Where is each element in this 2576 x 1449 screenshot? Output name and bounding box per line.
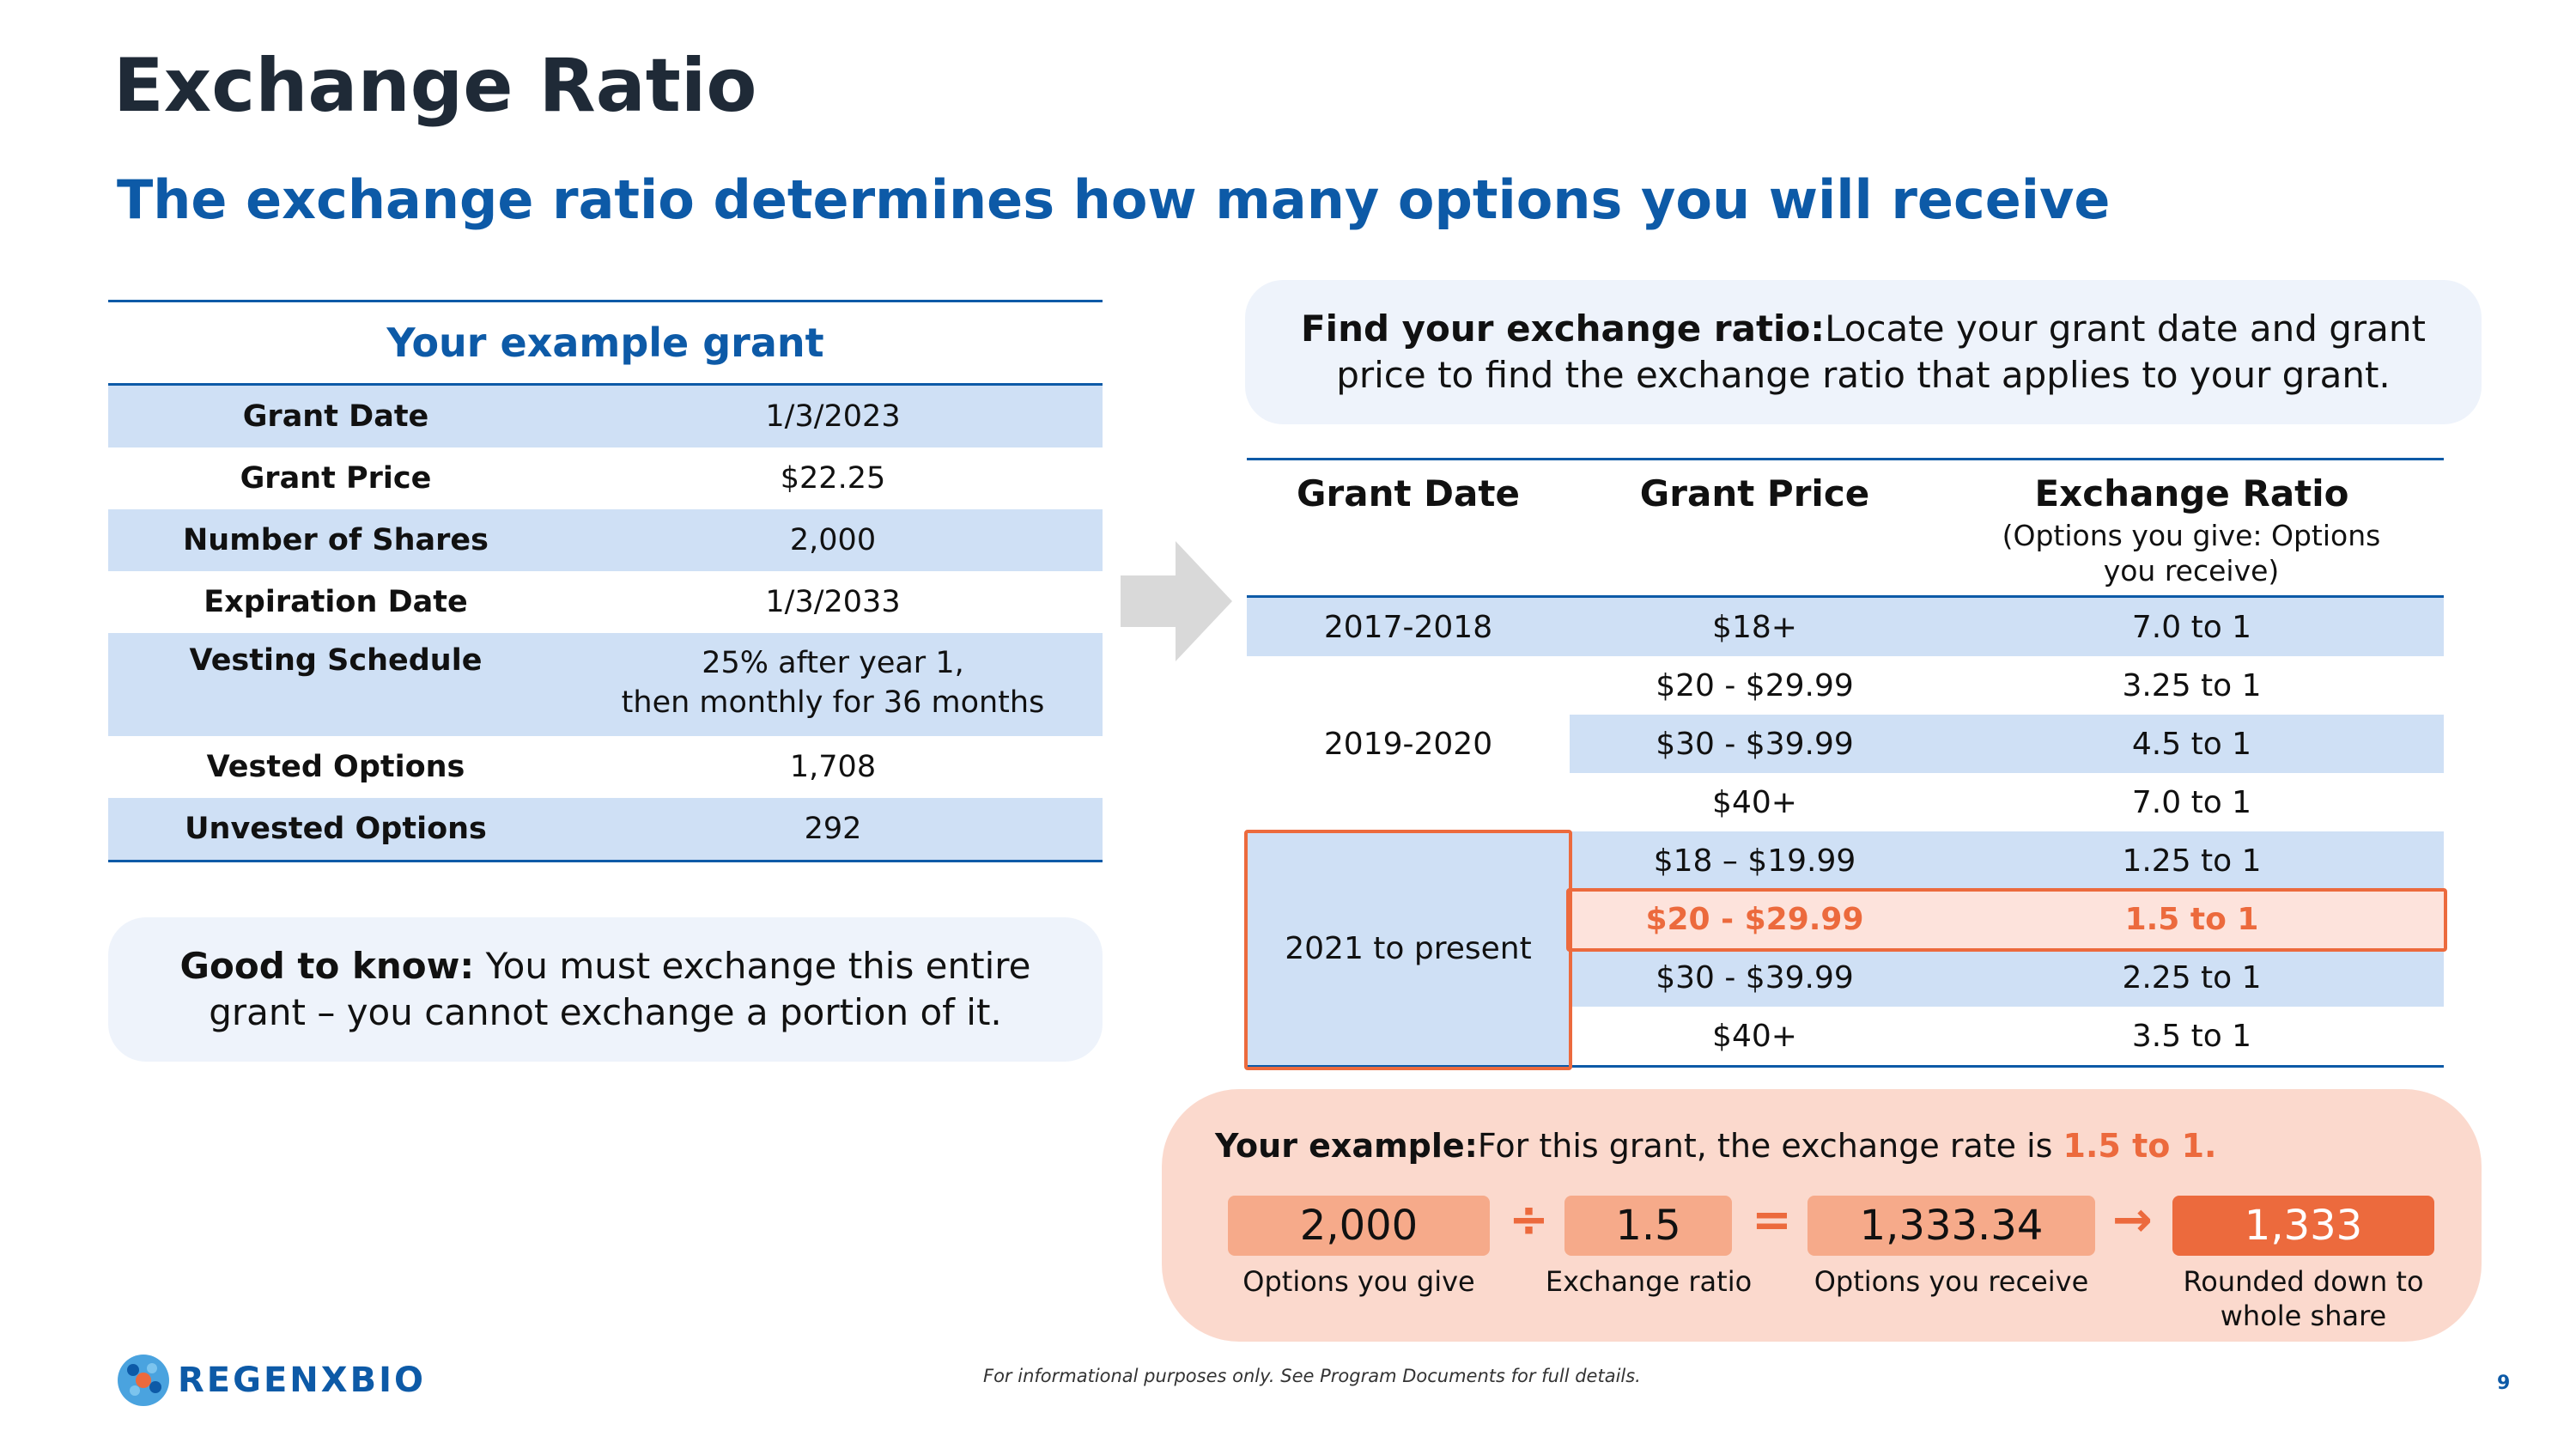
grant-price-cell: $30 - $39.99 — [1570, 715, 1940, 773]
row-background — [1247, 598, 2444, 656]
row-value: $22.25 — [780, 461, 886, 496]
header-grant-price: Grant Price — [1639, 472, 1870, 514]
table-body: 2017-2018 $18+ 7.0 to 1 2019-2020 $20 - … — [1244, 598, 2447, 1070]
row-value-line: 25% after year 1, — [702, 646, 964, 680]
page-subtitle: The exchange ratio determines how many o… — [117, 168, 2111, 231]
table-row: Grant Date 1/3/2023 — [108, 386, 1103, 447]
table-row: Vesting Schedule 25% after year 1, then … — [108, 633, 1103, 736]
ratio-cell: 1.25 to 1 — [1940, 831, 2444, 890]
divide-icon: ÷ — [1509, 1192, 1549, 1248]
row-label: Vested Options — [206, 750, 465, 784]
options-receive-label: Options you receive — [1814, 1265, 2089, 1298]
row-label: Unvested Options — [185, 812, 487, 846]
row-value: 25% after year 1, then monthly for 36 mo… — [563, 633, 1103, 736]
ratio-cell: 7.0 to 1 — [2131, 784, 2252, 820]
table-header-rule — [1247, 595, 2444, 598]
header-exchange-ratio: Exchange Ratio — [2034, 472, 2349, 514]
grant-price-cell: $18+ — [1712, 609, 1797, 645]
grant-price-cell: $20 - $29.99 — [1656, 667, 1854, 703]
row-value-line: then monthly for 36 months — [621, 685, 1045, 720]
row-value: 2,000 — [789, 523, 877, 557]
table-heading-rule — [108, 383, 1103, 386]
footer-disclaimer: For informational purposes only. See Pro… — [983, 1366, 1641, 1386]
ratio-cell: 7.0 to 1 — [2131, 609, 2252, 645]
exchange-ratio-table: Grant Date Grant Price Exchange Ratio (O… — [1244, 458, 2447, 1070]
grant-price-cell: $40+ — [1712, 1018, 1797, 1054]
table-row: Grant Price $22.25 — [108, 447, 1103, 509]
page-number: 9 — [2497, 1373, 2511, 1394]
rounded-label-line: whole share — [2220, 1300, 2387, 1332]
example-grant-table: Your example grant Grant Date 1/3/2023 G… — [108, 300, 1103, 862]
table-row: Expiration Date 1/3/2033 — [108, 571, 1103, 633]
callout-bold: Good to know: — [179, 945, 475, 987]
options-give-label: Options you give — [1242, 1265, 1475, 1298]
table-top-rule — [108, 300, 1103, 302]
ratio-cell: 2.25 to 1 — [1940, 948, 2444, 1007]
row-label: Expiration Date — [204, 585, 468, 619]
logo-mark-icon — [118, 1355, 169, 1406]
grant-date-cell: 2017-2018 — [1323, 609, 1493, 645]
example-sentence: Your example:For this grant, the exchang… — [1215, 1127, 2216, 1165]
logo-text: REGENXBIO — [178, 1361, 426, 1400]
callout-bold: Find your exchange ratio: — [1300, 307, 1826, 350]
row-value: 292 — [804, 812, 862, 846]
options-receive-value: 1,333.34 — [1807, 1196, 2095, 1256]
table-header: Grant Date Grant Price Exchange Ratio (O… — [1247, 460, 2444, 595]
example-rate: 1.5 to 1. — [2063, 1127, 2217, 1165]
rounded-label: Rounded down to whole share — [2151, 1264, 2456, 1333]
equals-icon: = — [1752, 1192, 1792, 1248]
grant-date-cell: 2021 to present — [1247, 831, 1570, 1065]
row-label: Number of Shares — [183, 523, 489, 557]
example-bold: Your example: — [1215, 1127, 1478, 1165]
right-arrow-icon — [1121, 541, 1232, 665]
exchange-ratio-label: Exchange ratio — [1545, 1265, 1753, 1298]
example-text: For this grant, the exchange rate is — [1477, 1127, 2063, 1165]
row-highlight-border — [1566, 888, 2447, 952]
options-give-value: 2,000 — [1228, 1196, 1490, 1256]
grant-price-cell: $18 – $19.99 — [1570, 831, 1940, 890]
table-row: Unvested Options 292 — [108, 798, 1103, 860]
callout-text: You must exchange this entire grant – yo… — [209, 945, 1031, 1033]
ratio-cell-highlighted: 1.5 to 1 — [1940, 890, 2444, 948]
ratio-cell: 3.25 to 1 — [2122, 667, 2262, 703]
table-top-rule — [1247, 458, 2444, 460]
table-row: Number of Shares 2,000 — [108, 509, 1103, 571]
grant-price-cell: $30 - $39.99 — [1570, 948, 1940, 1007]
page-title: Exchange Ratio — [113, 43, 757, 129]
header-grant-date: Grant Date — [1297, 472, 1520, 514]
table-bottom-rule — [108, 860, 1103, 862]
row-value: 1,708 — [789, 750, 877, 784]
row-value: 1/3/2023 — [765, 399, 901, 434]
table-bottom-rule — [1247, 1065, 2444, 1068]
example-grant-heading: Your example grant — [386, 320, 824, 366]
grant-price-cell-highlighted: $20 - $29.99 — [1570, 890, 1940, 948]
row-value: 1/3/2033 — [765, 585, 901, 619]
date-highlight-border — [1244, 830, 1572, 1070]
callout-text: Locate your grant date and grant price t… — [1336, 307, 2427, 396]
rounded-value: 1,333 — [2172, 1196, 2434, 1256]
header-exchange-ratio-note: (Options you give: Options you receive) — [2002, 519, 2381, 588]
grant-price-cell: $40+ — [1712, 784, 1797, 820]
arrow-right-icon: → — [2112, 1192, 2153, 1248]
company-logo: REGENXBIO — [116, 1353, 426, 1408]
exchange-ratio-value: 1.5 — [1564, 1196, 1732, 1256]
rounded-label-line: Rounded down to — [2183, 1265, 2424, 1298]
ratio-cell: 3.5 to 1 — [2131, 1018, 2252, 1054]
find-ratio-callout: Find your exchange ratio:Locate your gra… — [1245, 280, 2482, 424]
grant-date-cell: 2019-2020 — [1323, 726, 1493, 762]
table-row: Vested Options 1,708 — [108, 736, 1103, 798]
good-to-know-callout: Good to know: You must exchange this ent… — [108, 917, 1103, 1062]
row-label: Vesting Schedule — [189, 643, 483, 678]
ratio-cell: 4.5 to 1 — [1940, 715, 2444, 773]
row-label: Grant Date — [242, 399, 429, 434]
row-label: Grant Price — [240, 461, 432, 496]
